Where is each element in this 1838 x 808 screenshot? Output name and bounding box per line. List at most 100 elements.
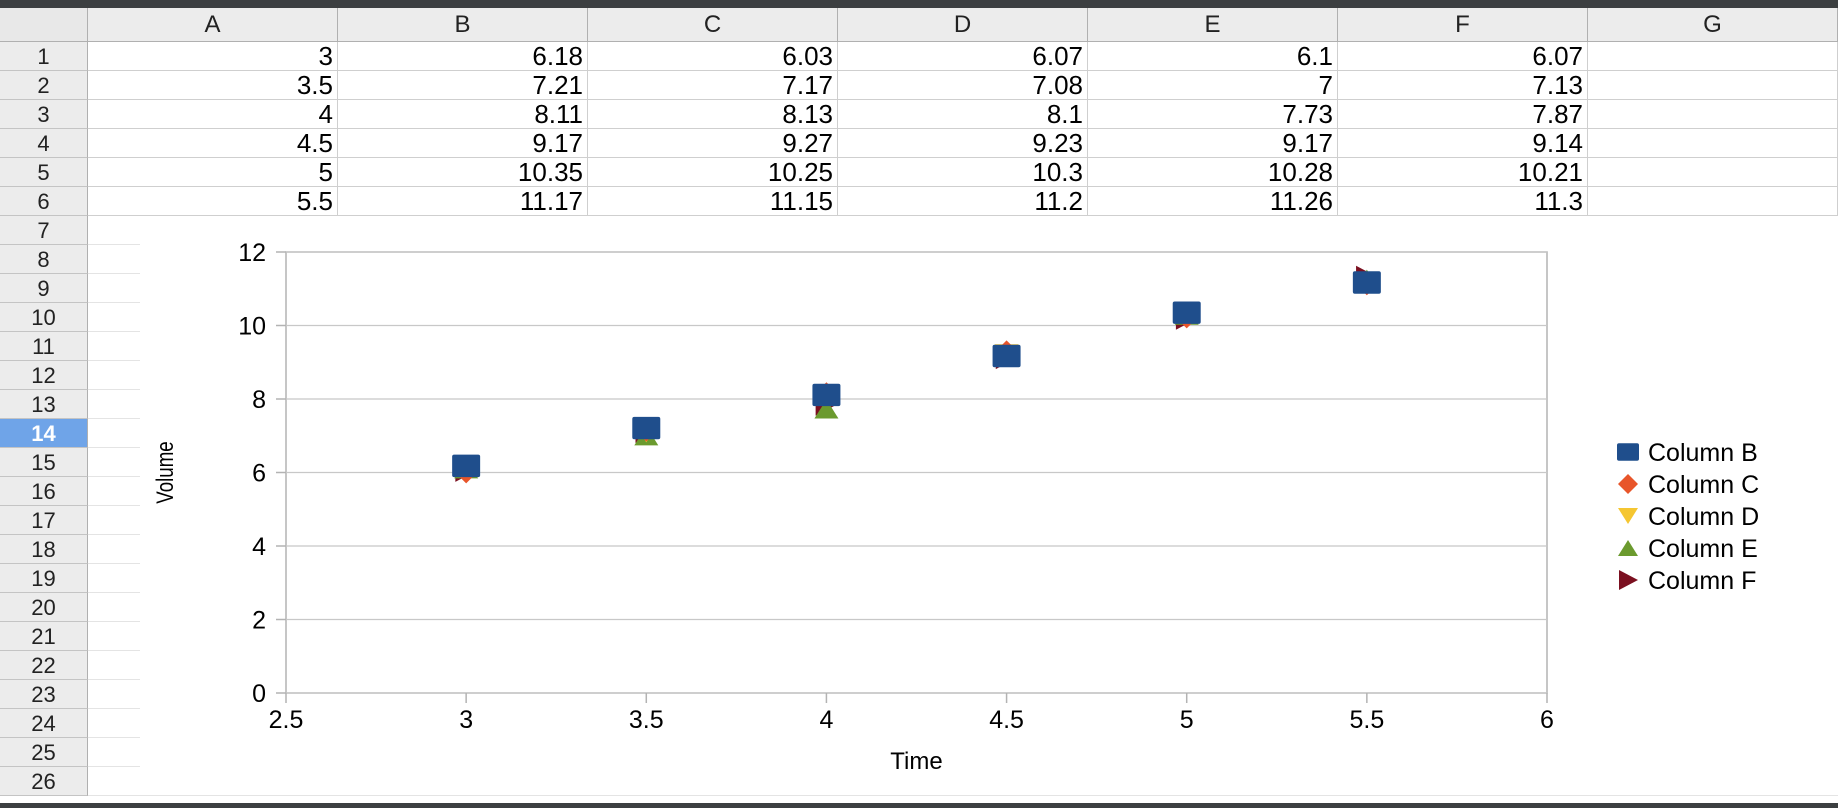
cell-f2[interactable]: 7.13: [1338, 71, 1588, 100]
data-point-column-b: [992, 344, 1021, 368]
legend-label-column-e: Column E: [1648, 535, 1758, 563]
cell-c2[interactable]: 7.17: [588, 71, 838, 100]
legend-marker-column-b: [1617, 443, 1639, 461]
row-header-23[interactable]: 23: [0, 680, 88, 709]
cell-g1[interactable]: [1588, 42, 1838, 71]
row-header-4[interactable]: 4: [0, 129, 88, 158]
column-header-c[interactable]: C: [588, 8, 838, 42]
row-header-22[interactable]: 22: [0, 651, 88, 680]
cell-d6[interactable]: 11.2: [838, 187, 1088, 216]
cell-e1[interactable]: 6.1: [1088, 42, 1338, 71]
x-axis-title: Time: [890, 748, 942, 775]
cell-g5[interactable]: [1588, 158, 1838, 187]
legend-label-column-d: Column D: [1648, 503, 1759, 531]
cell-c3[interactable]: 8.13: [588, 100, 838, 129]
column-header-g[interactable]: G: [1588, 8, 1838, 42]
cell-e4[interactable]: 9.17: [1088, 129, 1338, 158]
legend-marker-column-d: [1618, 508, 1638, 524]
cell-b4[interactable]: 9.17: [338, 129, 588, 158]
cell-b1[interactable]: 6.18: [338, 42, 588, 71]
row-header-7[interactable]: 7: [0, 216, 88, 245]
cell-c1[interactable]: 6.03: [588, 42, 838, 71]
row-header-13[interactable]: 13: [0, 390, 88, 419]
cell-a4[interactable]: 4.5: [88, 129, 338, 158]
row-header-16[interactable]: 16: [0, 477, 88, 506]
column-header-b[interactable]: B: [338, 8, 588, 42]
y-tick-label: 6: [252, 460, 266, 488]
y-tick-label: 10: [238, 313, 266, 341]
select-all-corner[interactable]: [0, 8, 88, 42]
row-header-10[interactable]: 10: [0, 303, 88, 332]
cell-f1[interactable]: 6.07: [1338, 42, 1588, 71]
cell-g3[interactable]: [1588, 100, 1838, 129]
legend-label-column-f: Column F: [1648, 567, 1756, 595]
data-point-column-b: [632, 416, 661, 440]
row-header-1[interactable]: 1: [0, 42, 88, 71]
cell-g4[interactable]: [1588, 129, 1838, 158]
row-header-19[interactable]: 19: [0, 564, 88, 593]
y-tick-label: 12: [238, 239, 266, 267]
x-tick-label: 6: [1540, 706, 1554, 734]
cell-f3[interactable]: 7.87: [1338, 100, 1588, 129]
cell-b2[interactable]: 7.21: [338, 71, 588, 100]
x-tick-label: 3.5: [629, 706, 664, 734]
row-header-26[interactable]: 26: [0, 767, 88, 796]
cell-d3[interactable]: 8.1: [838, 100, 1088, 129]
column-header-d[interactable]: D: [838, 8, 1088, 42]
y-tick-label: 4: [252, 533, 266, 561]
row-header-20[interactable]: 20: [0, 593, 88, 622]
cell-b3[interactable]: 8.11: [338, 100, 588, 129]
row-header-14[interactable]: 14: [0, 419, 88, 448]
cell-a6[interactable]: 5.5: [88, 187, 338, 216]
row-header-18[interactable]: 18: [0, 535, 88, 564]
row-header-2[interactable]: 2: [0, 71, 88, 100]
cell-e6[interactable]: 11.26: [1088, 187, 1338, 216]
cell-a5[interactable]: 5: [88, 158, 338, 187]
cell-c6[interactable]: 11.15: [588, 187, 838, 216]
legend-marker-column-f: [1619, 570, 1638, 590]
cell-c5[interactable]: 10.25: [588, 158, 838, 187]
cell-b6[interactable]: 11.17: [338, 187, 588, 216]
cell-g2[interactable]: [1588, 71, 1838, 100]
data-point-column-b: [1352, 271, 1381, 294]
row-header-21[interactable]: 21: [0, 622, 88, 651]
row-header-15[interactable]: 15: [0, 448, 88, 477]
chart-canvas: 0 2 4 6 8 10 12 2.5 3 3.5 4 4.5 5 5.5 6 Time Volume Colum…: [152, 239, 1759, 775]
row-header-25[interactable]: 25: [0, 738, 88, 767]
row-header-11[interactable]: 11: [0, 332, 88, 361]
row-header-17[interactable]: 17: [0, 506, 88, 535]
cell-e5[interactable]: 10.28: [1088, 158, 1338, 187]
bottom-frame: [0, 803, 1838, 808]
scatter-chart[interactable]: 0 2 4 6 8 10 12 2.5 3 3.5 4 4.5 5 5.5 6 Time Volume Colum…: [140, 220, 1838, 780]
cell-d1[interactable]: 6.07: [838, 42, 1088, 71]
cell-a3[interactable]: 4: [88, 100, 338, 129]
x-tick-label: 5: [1180, 706, 1194, 734]
data-point-column-b: [452, 454, 481, 478]
legend-label-column-c: Column C: [1648, 471, 1759, 499]
cell-f5[interactable]: 10.21: [1338, 158, 1588, 187]
row-header-12[interactable]: 12: [0, 361, 88, 390]
data-point-column-b: [1172, 301, 1201, 324]
cell-f6[interactable]: 11.3: [1338, 187, 1588, 216]
row-header-5[interactable]: 5: [0, 158, 88, 187]
column-header-f[interactable]: F: [1338, 8, 1588, 42]
cell-a2[interactable]: 3.5: [88, 71, 338, 100]
row-header-8[interactable]: 8: [0, 245, 88, 274]
column-header-e[interactable]: E: [1088, 8, 1338, 42]
cell-d5[interactable]: 10.3: [838, 158, 1088, 187]
cell-f4[interactable]: 9.14: [1338, 129, 1588, 158]
cell-d4[interactable]: 9.23: [838, 129, 1088, 158]
row-header-3[interactable]: 3: [0, 100, 88, 129]
cell-d2[interactable]: 7.08: [838, 71, 1088, 100]
cell-g6[interactable]: [1588, 187, 1838, 216]
cell-e3[interactable]: 7.73: [1088, 100, 1338, 129]
row-header-9[interactable]: 9: [0, 274, 88, 303]
y-tick-label: 2: [252, 607, 266, 635]
row-header-24[interactable]: 24: [0, 709, 88, 738]
cell-b5[interactable]: 10.35: [338, 158, 588, 187]
column-header-a[interactable]: A: [88, 8, 338, 42]
row-header-6[interactable]: 6: [0, 187, 88, 216]
cell-c4[interactable]: 9.27: [588, 129, 838, 158]
cell-e2[interactable]: 7: [1088, 71, 1338, 100]
cell-a1[interactable]: 3: [88, 42, 338, 71]
